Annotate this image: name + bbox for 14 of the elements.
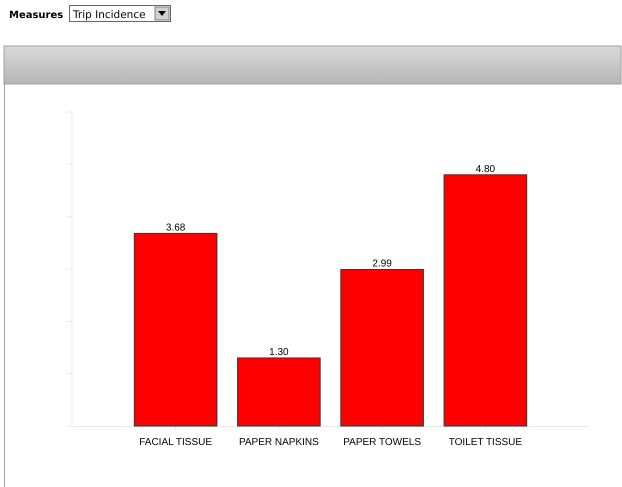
x-tick-label: TOILET TISSUE	[448, 437, 522, 448]
x-tick-label: FACIAL TISSUE	[139, 437, 212, 448]
x-tick-label: PAPER TOWELS	[343, 437, 422, 448]
bar	[134, 232, 218, 426]
text: Measures	[9, 10, 64, 21]
bar	[444, 174, 528, 426]
bar	[237, 357, 321, 426]
data-label: 3.68	[166, 222, 186, 234]
data-label: 1.30	[269, 346, 290, 358]
data-label: 2.99	[372, 258, 392, 270]
dropdown-field: Trip Incidence	[69, 5, 171, 22]
x-tick-label: PAPER NAPKINS	[238, 437, 320, 448]
bar	[340, 269, 424, 426]
data-label: 4.80	[476, 164, 496, 175]
